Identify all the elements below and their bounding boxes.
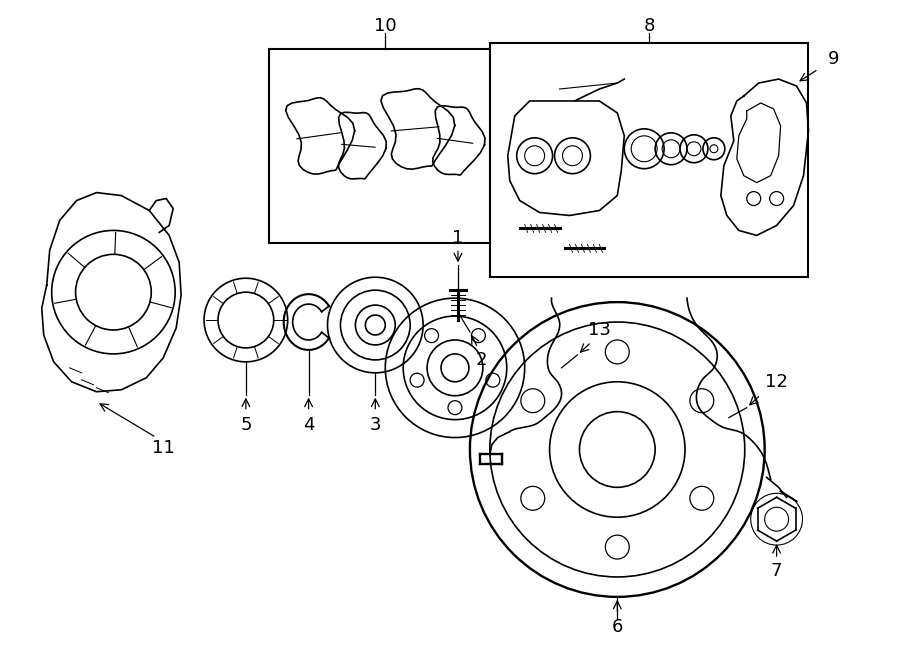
Text: 6: 6 [612,618,623,636]
Text: 13: 13 [588,321,611,339]
Text: 12: 12 [765,373,788,391]
Bar [269,49,498,243]
Text: 2: 2 [476,351,488,369]
Text: 8: 8 [644,17,655,35]
Text: 5: 5 [240,416,252,434]
Text: 7: 7 [771,562,782,580]
Text: 3: 3 [370,416,381,434]
Text: 4: 4 [302,416,314,434]
Bar [490,43,808,277]
Text: 1: 1 [453,229,464,247]
Text: 11: 11 [152,438,175,457]
Text: 9: 9 [828,50,839,68]
Text: 10: 10 [374,17,397,35]
